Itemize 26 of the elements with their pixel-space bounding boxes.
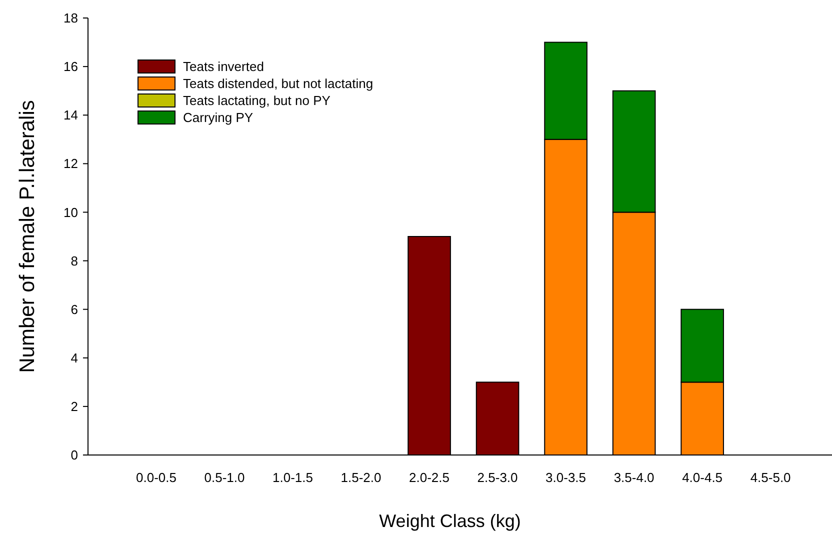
y-tick-label: 18 <box>64 10 78 26</box>
x-tick-label: 2.0-2.5 <box>409 470 450 485</box>
legend-label: Teats lactating, but no PY <box>183 93 331 108</box>
y-tick-label: 4 <box>70 350 78 366</box>
legend-label: Teats distended, but not lactating <box>183 76 374 91</box>
legend-label: Carrying PY <box>183 110 254 125</box>
x-tick-label: 2.5-3.0 <box>477 470 518 485</box>
x-tick-label: 1.5-2.0 <box>340 470 382 485</box>
y-tick-label: 10 <box>64 204 78 220</box>
y-tick-label: 6 <box>70 302 78 317</box>
y-tick-label: 2 <box>70 398 78 414</box>
x-tick-label: 3.5-4.0 <box>614 470 654 485</box>
y-tick-label: 14 <box>64 108 78 123</box>
y-tick-label: 12 <box>64 156 78 172</box>
y-tick-label: 16 <box>64 59 78 74</box>
x-tick-label: 0.5-1.0 <box>204 470 245 485</box>
x-tick-label: 4.0-4.5 <box>682 470 723 485</box>
x-tick-label: 4.5-5.0 <box>750 470 791 485</box>
legend-label: Teats inverted <box>183 59 264 74</box>
y-tick-label: 0 <box>70 448 78 463</box>
x-tick-label: 1.0-1.5 <box>272 470 314 485</box>
x-tick-label: 3.0-3.5 <box>546 470 586 485</box>
y-axis-title: Number of female P.l.lateralis <box>16 100 39 373</box>
y-tick-label: 8 <box>70 253 78 268</box>
x-axis-title: Weight Class (kg) <box>379 511 521 531</box>
x-tick-label: 0.0-0.5 <box>136 470 176 485</box>
